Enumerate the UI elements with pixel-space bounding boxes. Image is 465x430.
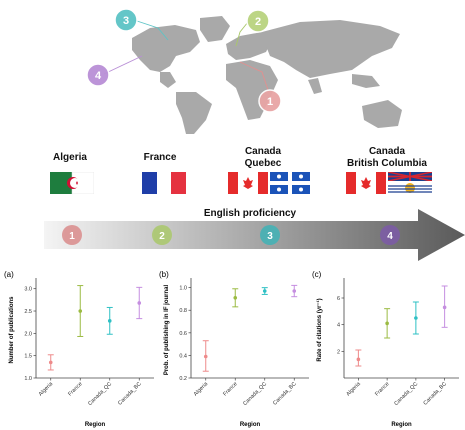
region-name: Canada [244, 146, 282, 157]
y-tick-label: 2.5 [24, 309, 32, 315]
x-tick-label: Algeria [38, 381, 55, 398]
proficiency-step-label: 3 [267, 231, 273, 242]
region-name: Canada [368, 146, 406, 157]
panel-letter: (a) [4, 270, 14, 279]
data-point-Canada_QC [414, 316, 418, 320]
data-point-Canada_QC [107, 319, 112, 323]
x-tick-label: Canada_QC [87, 381, 113, 407]
quebec-flag-icon [270, 172, 310, 194]
region-label-british-columbia: Canada British Columbia [332, 146, 442, 170]
region-label-algeria: Algeria [40, 152, 100, 164]
english-proficiency-title: English proficiency [203, 208, 297, 219]
map-marker-4 [86, 63, 110, 87]
region-sub: Quebec [244, 158, 282, 169]
y-tick-label: 0.4 [179, 353, 187, 359]
y-axis-label: Rate of citations (yr⁻¹) [316, 298, 323, 361]
data-point-Canada_BC [442, 305, 447, 310]
x-tick-label: France [222, 381, 238, 397]
canada-flag-icon [346, 172, 386, 194]
data-point-France [385, 321, 389, 326]
data-point-Canada_BC [137, 301, 142, 305]
proficiency-step-label: 2 [159, 231, 165, 242]
world-map: 1 2 3 4 [86, 8, 402, 134]
x-tick-label: Algeria [345, 381, 362, 398]
data-point-France [233, 296, 238, 300]
panel-letter: (c) [312, 270, 322, 279]
y-tick-label: 0.8 [179, 308, 187, 314]
y-tick-label: 1.5 [24, 354, 32, 360]
x-tick-label: Canada_BC [272, 381, 297, 406]
y-tick-label: 2.0 [24, 331, 32, 337]
british-columbia-flag-icon [388, 172, 432, 194]
canada-flag-icon [228, 172, 268, 194]
chart-if-journal: (b) 0.2 0.4 0.6 0.8 1.0 Prob. of publishing in… [159, 270, 309, 428]
english-proficiency-arrow: 1 2 3 4 [44, 209, 465, 261]
proficiency-step-2 [152, 225, 172, 245]
map-marker-2 [246, 9, 270, 33]
x-axis-label: Region [391, 422, 412, 428]
proficiency-step-label: 4 [387, 231, 393, 242]
y-tick-label: 6 [337, 296, 340, 302]
data-point-Algeria [48, 360, 53, 365]
y-tick-label: 2 [337, 349, 340, 355]
data-point-France [78, 309, 83, 313]
y-axis-label: Number of publications [9, 296, 15, 364]
france-flag-icon [142, 172, 186, 194]
map-marker-label: 1 [267, 96, 273, 108]
map-marker-3 [114, 8, 138, 32]
region-name: France [143, 152, 177, 163]
map-marker-1 [258, 89, 282, 113]
y-tick-label: 0.6 [179, 331, 187, 337]
data-point-Algeria [356, 357, 361, 362]
region-name: Algeria [53, 152, 87, 163]
region-sub: British Columbia [346, 158, 427, 169]
proficiency-step-4 [380, 225, 400, 245]
proficiency-step-3 [260, 225, 280, 245]
chart-citations: (c) 2 4 6 Rate of citations (yr⁻¹) Algeria Fra… [312, 270, 459, 428]
proficiency-step-1 [62, 225, 82, 245]
x-tick-label: Canada_QC [393, 381, 419, 407]
algeria-flag-icon [50, 172, 94, 194]
x-tick-label: Canada_BC [117, 381, 142, 406]
region-label-france: France [130, 152, 190, 164]
data-point-Canada_QC [262, 289, 267, 293]
panel-letter: (b) [159, 270, 169, 279]
x-axis-label: Region [85, 422, 106, 428]
x-axis-label: Region [240, 422, 261, 428]
x-tick-label: France [67, 381, 83, 397]
map-marker-label: 3 [123, 15, 129, 27]
data-point-Canada_BC [292, 289, 297, 293]
data-point-Algeria [203, 354, 208, 359]
y-tick-label: 3.0 [24, 287, 32, 293]
x-tick-label: Canada_QC [242, 381, 268, 407]
x-tick-label: Canada_BC [423, 381, 448, 406]
y-tick-label: 4 [337, 323, 340, 329]
y-axis-label: Prob. of publishing in IF journal [164, 285, 170, 376]
y-tick-label: 1.0 [179, 286, 187, 292]
y-tick-label: 1.0 [24, 376, 32, 382]
region-label-quebec: Canada Quebec [228, 146, 298, 170]
x-tick-label: Algeria [193, 381, 210, 398]
chart-publications: (a) 1.0 1.5 2.0 2.5 3.0 Number of publications… [4, 270, 154, 428]
proficiency-step-label: 1 [69, 231, 75, 242]
map-marker-label: 2 [255, 16, 261, 28]
y-tick-label: 0.2 [179, 376, 187, 382]
x-tick-label: France [374, 381, 390, 397]
map-marker-label: 4 [95, 70, 102, 82]
